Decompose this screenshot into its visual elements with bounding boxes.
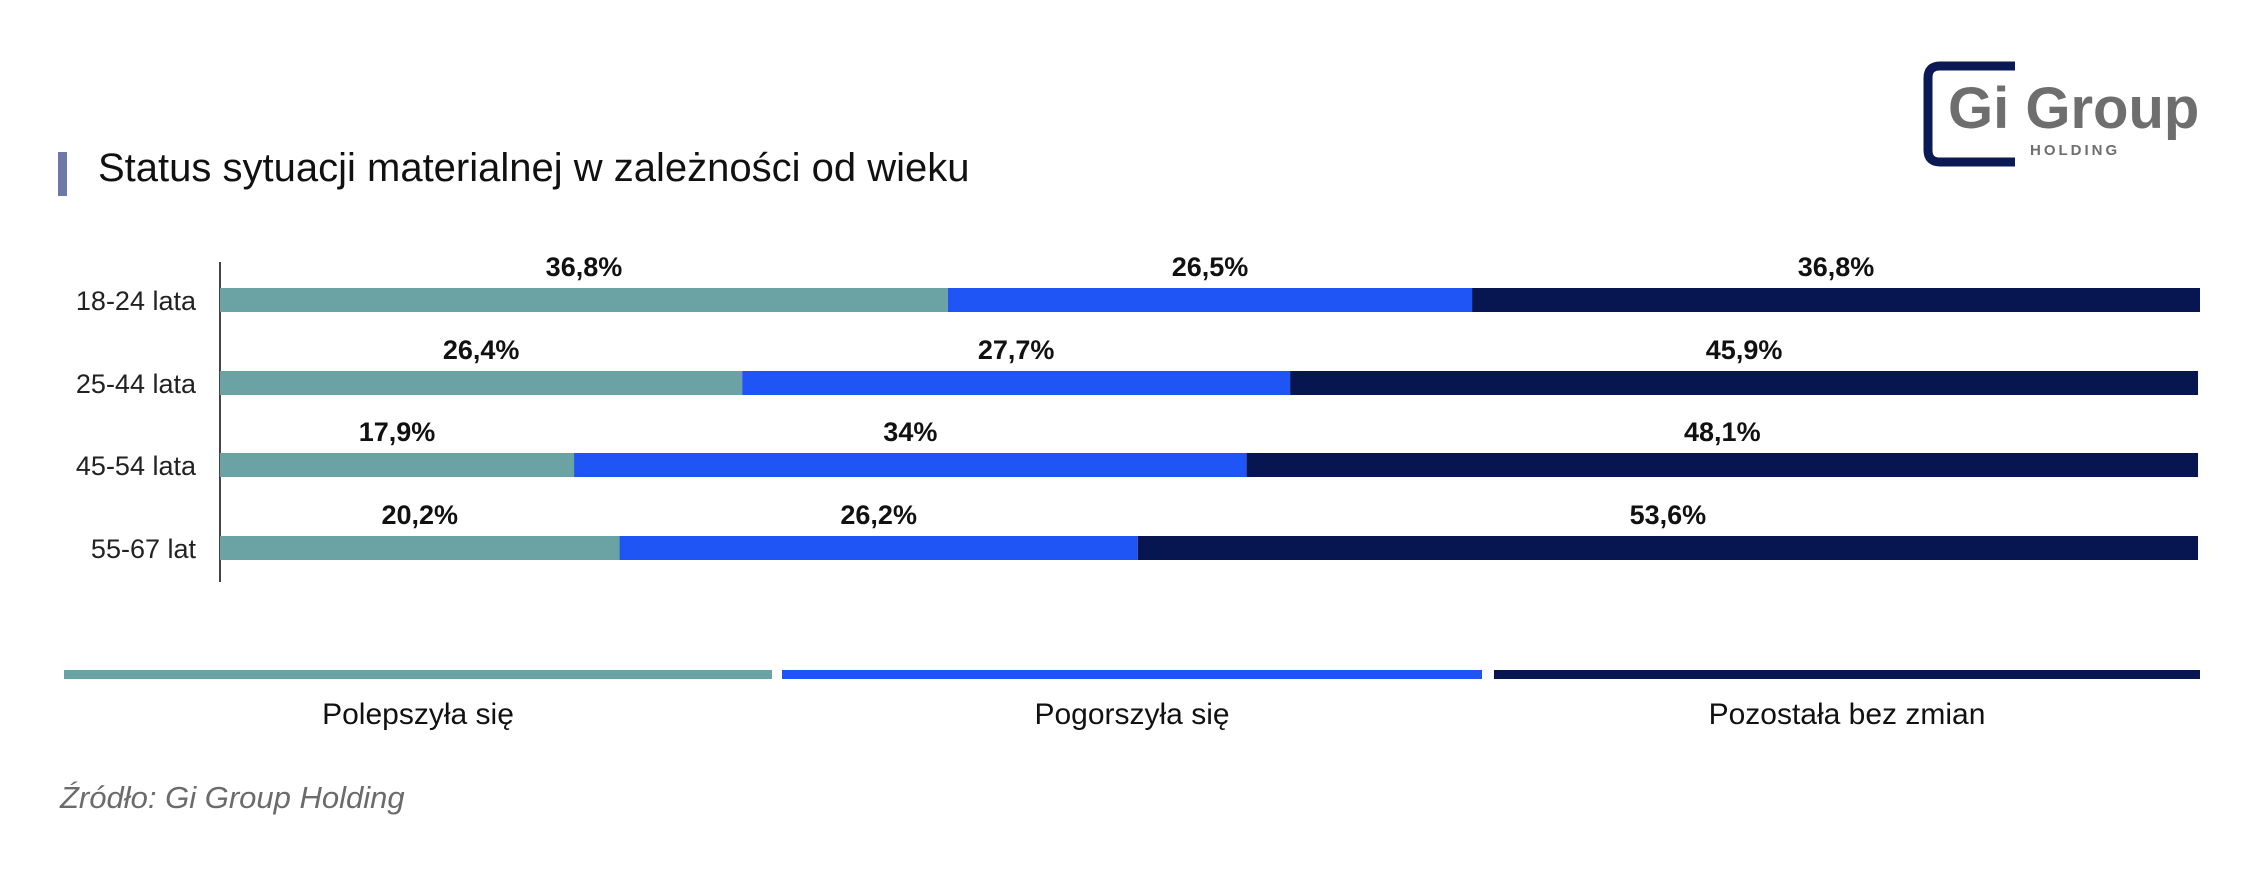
data-label: 17,9% — [359, 417, 436, 447]
bar-segment — [619, 536, 1138, 560]
bar-segment — [742, 371, 1291, 395]
bar-segment — [1137, 536, 2199, 560]
legend: Polepszyła się Pogorszyła się Pozostała … — [64, 668, 2200, 748]
bar-segment — [220, 288, 948, 312]
y-tick-label: 55-67 lat — [91, 534, 197, 564]
bar-segment — [220, 453, 575, 477]
legend-swatch-improved — [64, 670, 772, 679]
legend-label-unchanged: Pozostała bez zmian — [1708, 698, 1986, 731]
bar-segment — [574, 453, 1247, 477]
logo-frame — [1923, 61, 2015, 167]
bar-segment — [220, 371, 743, 395]
bar-segment — [1246, 453, 2199, 477]
legend-swatch-worsened — [782, 670, 1482, 679]
data-label: 27,7% — [978, 335, 1055, 365]
bar-segment — [1472, 288, 2200, 312]
legend-label-improved: Polepszyła się — [322, 698, 514, 731]
data-label: 36,8% — [1798, 252, 1875, 282]
bar-segment — [1290, 371, 2199, 395]
logo-sub: HOLDING — [2030, 142, 2120, 159]
logo-brand: Gi Group — [1948, 76, 2199, 141]
data-label: 26,2% — [840, 500, 917, 530]
y-tick-label: 25-44 lata — [76, 369, 197, 399]
legend-item-unchanged: Pozostała bez zmian — [1494, 668, 2200, 748]
legend-item-worsened: Pogorszyła się — [782, 668, 1482, 748]
legend-item-improved: Polepszyła się — [64, 668, 772, 748]
title-accent-bar — [58, 152, 67, 196]
data-label: 26,4% — [443, 335, 520, 365]
legend-swatch-unchanged — [1494, 670, 2200, 679]
source-note: Źródło: Gi Group Holding — [60, 780, 405, 815]
bar-segment — [220, 536, 620, 560]
y-tick-label: 45-54 lata — [76, 451, 197, 481]
data-label: 48,1% — [1684, 417, 1761, 447]
legend-label-worsened: Pogorszyła się — [1034, 698, 1230, 731]
data-label: 34% — [883, 417, 937, 447]
y-tick-label: 18-24 lata — [76, 286, 197, 316]
data-label: 45,9% — [1706, 335, 1783, 365]
data-label: 36,8% — [546, 252, 623, 282]
bar-segment — [947, 288, 1473, 312]
gi-group-logo: Gi Group HOLDING — [1923, 61, 2199, 167]
data-label: 53,6% — [1630, 500, 1707, 530]
stacked-bar-chart: 18-24 lata 36,8% 26,5% 36,8% 25-44 lata 26,4%… — [76, 252, 2200, 582]
data-label: 20,2% — [381, 500, 458, 530]
chart-title: Status sytuacji materialnej w zależności… — [98, 146, 970, 190]
data-label: 26,5% — [1172, 252, 1249, 282]
